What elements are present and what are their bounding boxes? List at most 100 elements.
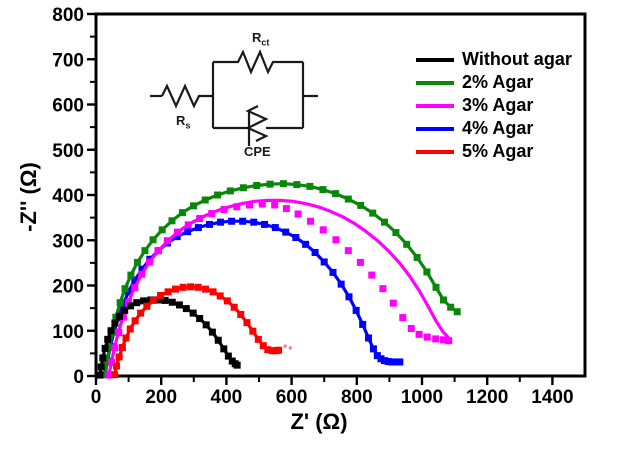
data-point-marker <box>99 354 107 362</box>
data-point-marker <box>179 283 187 291</box>
data-point-marker <box>329 268 337 276</box>
data-point-marker <box>173 233 181 241</box>
data-point-marker <box>202 285 210 293</box>
data-point-marker <box>101 371 109 379</box>
data-point-marker <box>217 218 225 226</box>
x-tick-label: 400 <box>211 387 243 408</box>
data-point-marker <box>216 292 224 300</box>
data-point-marker <box>279 180 287 188</box>
data-point-marker <box>282 228 290 236</box>
data-point-marker <box>399 314 407 322</box>
data-point-marker <box>447 303 455 311</box>
data-point-marker <box>149 296 157 304</box>
data-point-marker <box>332 190 340 198</box>
data-point-marker <box>214 191 222 199</box>
data-point-marker <box>168 217 176 225</box>
data-point-marker <box>138 270 146 278</box>
data-point-marker <box>140 297 148 305</box>
data-point-marker <box>208 328 216 336</box>
data-point-marker <box>357 201 365 209</box>
data-point-marker <box>164 288 172 296</box>
data-point-marker <box>174 228 181 236</box>
plot-frame <box>94 12 587 378</box>
series-line-3-agar <box>107 198 450 377</box>
x-tick-label: 1400 <box>531 387 573 408</box>
data-point-marker <box>201 196 209 204</box>
faint-data-dot <box>283 344 287 348</box>
data-point-marker <box>133 258 141 266</box>
data-point-marker <box>302 240 310 248</box>
y-tick-label: 700 <box>52 50 84 71</box>
data-point-marker <box>345 293 353 301</box>
data-point-marker <box>214 336 222 344</box>
data-point-marker <box>233 361 241 369</box>
data-point-marker <box>432 335 440 343</box>
data-point-marker <box>403 240 411 248</box>
data-point-marker <box>196 215 204 223</box>
data-point-marker <box>161 296 169 304</box>
data-point-marker <box>271 224 279 232</box>
data-point-marker <box>239 217 247 225</box>
data-point-marker <box>228 217 236 225</box>
data-point-marker <box>202 321 210 329</box>
y-tick-label: 500 <box>52 141 84 162</box>
data-point-marker <box>143 302 151 310</box>
data-point-marker <box>246 201 254 209</box>
data-point-marker <box>250 218 258 226</box>
legend-item: 5% Agar <box>416 140 572 163</box>
legend-item: 2% Agar <box>416 71 572 94</box>
x-tick-label: 1200 <box>466 387 508 408</box>
data-point-marker <box>369 209 377 217</box>
data-point-marker <box>104 335 112 343</box>
legend-line-swatch <box>416 57 454 62</box>
data-point-marker <box>306 182 314 190</box>
legend-label: 3% Agar <box>462 95 534 115</box>
legend-line-swatch <box>416 149 454 154</box>
data-point-marker <box>154 247 162 255</box>
data-point-marker <box>189 202 197 210</box>
data-point-marker <box>196 315 204 323</box>
data-point-marker <box>369 345 377 353</box>
series-markers-3-agar <box>105 200 453 379</box>
circuit-rs-resistor <box>161 83 213 109</box>
circuit-rct-label-base: R <box>252 30 262 45</box>
y-tick-label: 300 <box>52 231 84 252</box>
data-point-marker <box>275 346 283 354</box>
data-point-marker <box>116 299 124 307</box>
data-point-marker <box>131 317 139 325</box>
data-point-marker <box>154 296 162 304</box>
legend-item: 3% Agar <box>416 94 572 117</box>
data-point-marker <box>282 205 290 213</box>
data-point-marker <box>184 221 192 229</box>
data-point-marker <box>105 343 113 351</box>
circuit-rct-label-sub: ct <box>261 37 270 48</box>
data-point-marker <box>194 224 202 232</box>
data-point-marker <box>432 283 440 291</box>
data-point-marker <box>141 247 149 255</box>
data-point-marker <box>96 371 104 379</box>
data-point-marker <box>368 271 376 279</box>
data-point-marker <box>115 353 123 361</box>
data-point-marker <box>384 358 392 366</box>
data-point-marker <box>254 335 262 343</box>
data-point-marker <box>453 308 461 316</box>
data-point-marker <box>127 271 135 279</box>
data-point-marker <box>184 228 192 236</box>
data-point-marker <box>332 236 340 244</box>
data-point-marker <box>396 358 404 366</box>
circuit-rs-label-sub: s <box>185 120 191 131</box>
circuit-rct-resistor <box>213 49 303 75</box>
y-tick-label: 0 <box>73 367 84 388</box>
data-point-marker <box>111 319 119 327</box>
data-point-marker <box>249 327 257 335</box>
data-point-marker <box>220 345 228 353</box>
legend-label: 4% Agar <box>462 118 534 138</box>
circuit-rs-label-base: R <box>176 113 186 128</box>
data-point-marker <box>121 285 129 293</box>
y-tick-label: 200 <box>52 277 84 298</box>
data-point-marker <box>113 362 121 370</box>
data-point-marker <box>389 299 397 307</box>
data-point-marker <box>233 203 241 211</box>
data-point-marker <box>359 320 367 328</box>
